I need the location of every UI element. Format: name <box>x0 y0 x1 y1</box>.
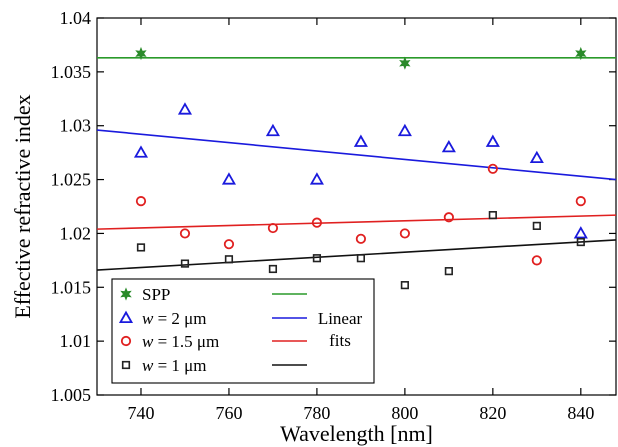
legend-marker <box>120 287 132 301</box>
legend-box <box>111 278 375 384</box>
legend-label-var: w <box>142 309 154 328</box>
x-tick-label: 820 <box>479 403 506 423</box>
legend-label: w = 2 μm <box>142 309 207 328</box>
fit-line <box>96 239 617 271</box>
data-point <box>135 46 147 61</box>
legend-fit-label: Linear <box>318 309 363 328</box>
y-tick-label: 1.005 <box>51 385 92 405</box>
data-point <box>356 254 365 263</box>
legend-fit-label: fits <box>329 331 351 350</box>
x-tick-label: 780 <box>303 403 330 423</box>
data-point <box>399 228 410 239</box>
data-point <box>268 264 278 274</box>
data-point <box>221 172 237 185</box>
data-point <box>309 172 324 185</box>
data-point <box>443 212 454 223</box>
data-point <box>180 259 190 268</box>
data-point <box>400 281 409 290</box>
y-tick-label: 1.01 <box>60 331 92 351</box>
legend-label-value: = 1 μm <box>153 356 206 375</box>
data-point <box>529 150 544 164</box>
x-tick-label: 760 <box>215 403 242 423</box>
data-point <box>135 196 147 207</box>
data-point <box>487 163 498 174</box>
data-point <box>136 243 146 252</box>
legend-label-var: w <box>142 356 154 375</box>
data-point <box>267 222 279 234</box>
data-point <box>223 239 235 250</box>
y-tick-label: 1.025 <box>51 170 92 190</box>
y-tick-label: 1.04 <box>60 8 92 28</box>
y-axis-label: Effective refractive index <box>10 94 35 318</box>
legend-marker <box>118 310 134 324</box>
data-point <box>179 228 191 239</box>
data-point <box>397 123 412 137</box>
y-tick-label: 1.02 <box>60 223 92 243</box>
x-tick-label: 740 <box>127 403 154 423</box>
data-point <box>353 134 368 147</box>
fit-line <box>96 129 617 181</box>
data-point <box>399 56 411 70</box>
data-point <box>444 267 453 276</box>
data-point <box>312 254 322 263</box>
data-point <box>573 226 588 239</box>
data-point <box>576 237 585 247</box>
data-point <box>441 139 456 153</box>
data-point <box>311 217 323 228</box>
data-point <box>575 196 586 207</box>
x-axis-label: Wavelength [nm] <box>280 421 433 446</box>
x-tick-label: 800 <box>391 403 418 423</box>
tick-labels: 740 760 780 800 820 840 1.005 1.01 1.015 1.02 1.02… <box>51 8 595 423</box>
legend-marker <box>120 335 132 347</box>
plot-area <box>96 17 617 396</box>
data-point <box>133 145 149 158</box>
data-point <box>177 102 193 115</box>
legend-label: SPP <box>142 285 170 304</box>
data-point <box>531 255 542 266</box>
legend-label: w = 1.5 μm <box>142 332 219 351</box>
legend-label-value: = 2 μm <box>153 309 206 328</box>
data-point <box>485 134 500 147</box>
data-point <box>488 211 497 220</box>
legend-marker <box>121 360 131 370</box>
data-point <box>532 221 541 230</box>
fit-line <box>96 214 617 230</box>
fit-lines <box>96 57 617 271</box>
legend-label: w = 1 μm <box>142 356 207 375</box>
data-point <box>224 255 234 264</box>
legend-label-value: = 1.5 μm <box>153 332 219 351</box>
data-point <box>265 123 280 137</box>
y-tick-label: 1.035 <box>51 62 92 82</box>
data-point <box>355 233 366 244</box>
x-tick-label: 840 <box>567 403 594 423</box>
y-tick-label: 1.03 <box>60 116 92 136</box>
y-tick-label: 1.015 <box>51 277 92 297</box>
data-points <box>133 46 588 290</box>
data-point <box>575 46 587 61</box>
legend-label-var: w <box>142 332 154 351</box>
